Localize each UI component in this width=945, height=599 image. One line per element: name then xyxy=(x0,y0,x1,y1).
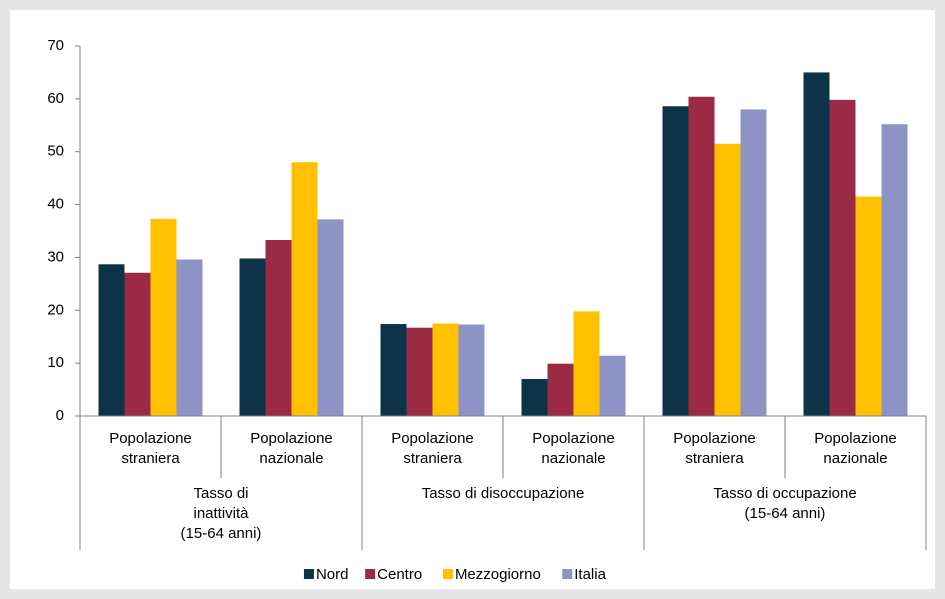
bar xyxy=(380,324,407,416)
y-tick-label: 30 xyxy=(47,248,64,265)
legend-swatch xyxy=(442,569,453,579)
x-tick-label: straniera xyxy=(121,450,180,467)
x-tick-label: Popolazione xyxy=(391,430,474,447)
x-tick-label: Popolazione xyxy=(532,430,615,447)
bar xyxy=(176,259,203,416)
legend-label: Nord xyxy=(316,566,349,583)
bar xyxy=(124,272,151,416)
bar xyxy=(317,219,344,416)
y-tick-label: 0 xyxy=(56,407,64,424)
group-label: (15-64 anni) xyxy=(745,505,826,522)
bar xyxy=(573,311,600,416)
bar xyxy=(740,109,767,416)
bar xyxy=(239,258,266,416)
x-tick-label: straniera xyxy=(685,450,744,467)
legend-swatch xyxy=(303,569,314,579)
x-tick-label: straniera xyxy=(403,450,462,467)
legend-label: Mezzogiorno xyxy=(455,566,541,583)
x-tick-label: Popolazione xyxy=(814,430,897,447)
bar xyxy=(432,323,459,416)
bar xyxy=(521,379,548,416)
y-tick-label: 70 xyxy=(47,37,64,54)
group-label: (15-64 anni) xyxy=(181,525,262,542)
x-tick-label: Popolazione xyxy=(673,430,756,447)
bar xyxy=(688,96,715,416)
bar xyxy=(265,239,292,416)
legend-label: Italia xyxy=(574,566,606,583)
bar xyxy=(855,196,882,416)
y-tick-label: 60 xyxy=(47,90,64,107)
bar xyxy=(714,143,741,417)
bar xyxy=(803,72,830,416)
legend-swatch xyxy=(365,569,376,579)
x-tick-label: Popolazione xyxy=(109,430,192,447)
bar xyxy=(98,264,125,416)
y-tick-label: 50 xyxy=(47,143,64,160)
bar xyxy=(547,363,574,416)
legend-label: Centro xyxy=(377,566,422,583)
x-tick-label: nazionale xyxy=(259,450,323,467)
bar xyxy=(458,324,485,416)
x-tick-label: nazionale xyxy=(823,450,887,467)
bar xyxy=(150,218,177,416)
y-tick-label: 40 xyxy=(47,196,64,213)
bar xyxy=(291,162,318,416)
bar xyxy=(406,327,433,416)
legend-swatch xyxy=(562,569,573,579)
y-tick-label: 10 xyxy=(47,354,64,371)
x-tick-label: Popolazione xyxy=(250,430,333,447)
bar xyxy=(829,99,856,417)
group-label: Tasso di occupazione xyxy=(713,485,856,502)
bar xyxy=(881,124,908,416)
bar xyxy=(599,355,626,416)
group-label: Tasso di disoccupazione xyxy=(422,485,585,502)
group-label: inattività xyxy=(193,505,249,522)
x-tick-label: nazionale xyxy=(541,450,605,467)
group-label: Tasso di xyxy=(193,485,248,502)
bar xyxy=(662,106,689,416)
y-tick-label: 20 xyxy=(47,301,64,318)
